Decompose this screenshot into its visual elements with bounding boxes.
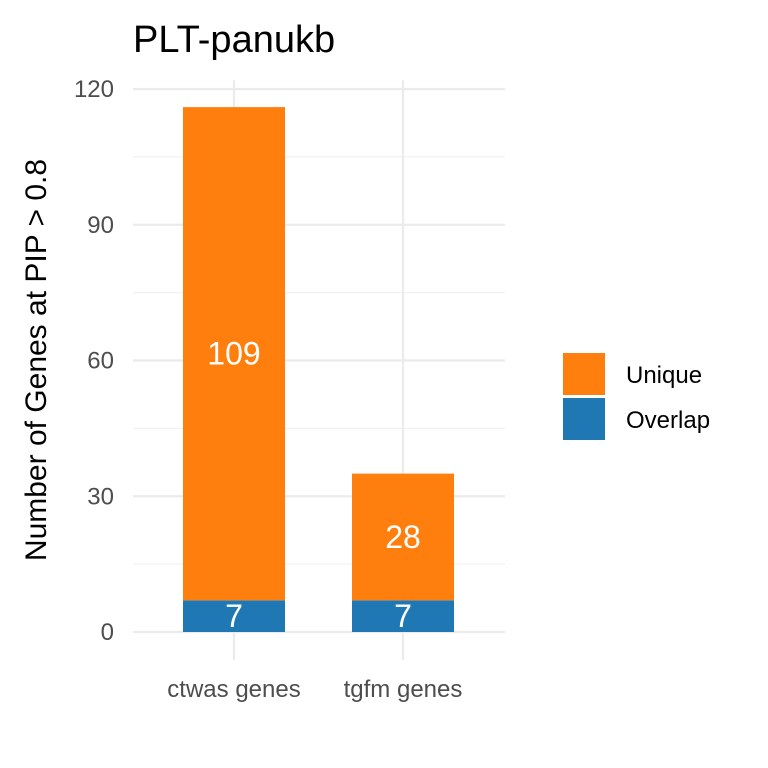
legend: Unique Overlap bbox=[563, 353, 710, 440]
legend-label: Unique bbox=[626, 362, 702, 389]
chart-title: PLT-panukb bbox=[133, 19, 335, 61]
legend-key-overlap bbox=[563, 398, 605, 440]
y-axis-label: Number of Genes at PIP > 0.8 bbox=[20, 159, 53, 561]
legend-label: Overlap bbox=[626, 407, 710, 434]
bar-segment-overlap bbox=[183, 600, 285, 632]
data-labels: 7 109 7 28 bbox=[207, 336, 420, 634]
y-tick-label: 30 bbox=[87, 483, 114, 510]
y-tick-label: 0 bbox=[101, 619, 114, 646]
y-tick-label: 90 bbox=[87, 212, 114, 239]
x-axis: ctwas genes tgfm genes bbox=[167, 676, 462, 703]
data-label: 7 bbox=[394, 598, 412, 634]
x-tick-label: tgfm genes bbox=[344, 676, 463, 703]
data-label: 7 bbox=[225, 598, 243, 634]
legend-key-unique bbox=[563, 353, 605, 395]
y-tick-label: 60 bbox=[87, 348, 114, 375]
x-tick-label: ctwas genes bbox=[167, 676, 300, 703]
bar-segment-unique bbox=[352, 473, 454, 601]
y-axis: 0 30 60 90 120 bbox=[74, 76, 114, 646]
bars bbox=[183, 107, 454, 632]
bar-segment-unique bbox=[183, 107, 285, 601]
bar-segment-overlap bbox=[352, 600, 454, 632]
data-label: 28 bbox=[385, 519, 421, 555]
y-tick-label: 120 bbox=[74, 76, 114, 103]
data-label: 109 bbox=[207, 336, 260, 372]
